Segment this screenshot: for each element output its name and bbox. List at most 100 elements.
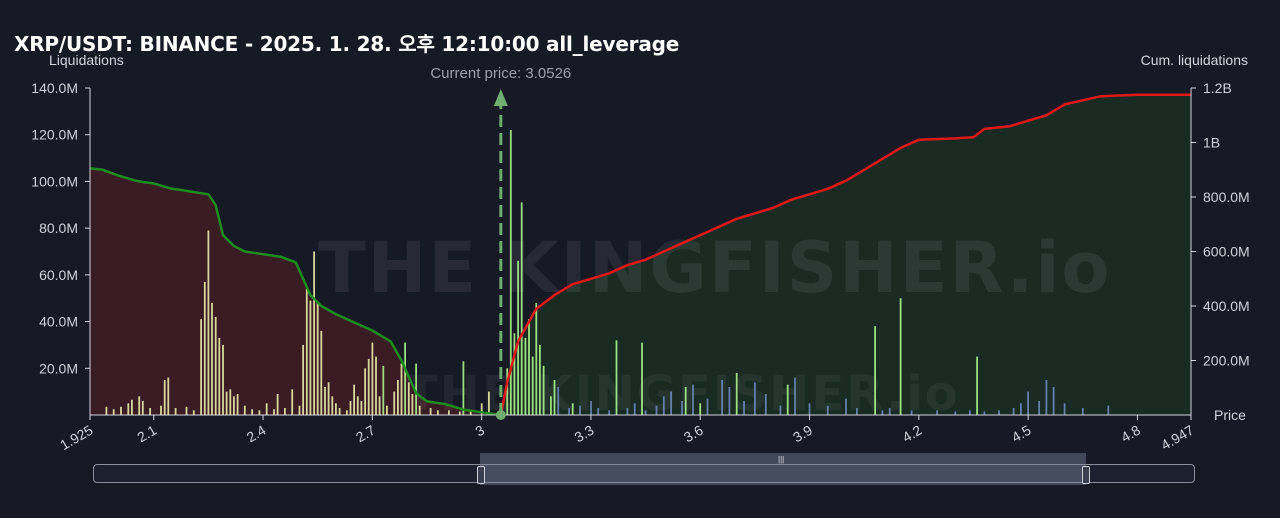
liquidation-bar: [524, 337, 527, 415]
liquidation-bar: [411, 394, 414, 415]
liquidation-bar: [218, 337, 221, 415]
liquidation-bar: [141, 401, 144, 415]
x-tick-label: 2.7: [353, 422, 378, 446]
x-tick-label: 3.9: [790, 422, 815, 446]
left-axis-title: Liquidations: [49, 52, 124, 68]
liquidation-bar: [557, 387, 560, 415]
liquidation-bar: [236, 394, 239, 415]
liquidation-bar: [571, 403, 574, 415]
left-tick-label: 20.0M: [39, 360, 78, 376]
navigator-left-handle[interactable]: [477, 466, 485, 484]
current-price-dot: [495, 410, 506, 420]
long-cum-line: [499, 93, 1191, 416]
left-tick-label: 120.0M: [31, 127, 78, 143]
liquidation-bar: [356, 396, 359, 415]
liquidation-bar: [936, 410, 938, 415]
liquidation-bar: [888, 408, 891, 415]
right-tick-label: 800.0M: [1203, 189, 1250, 205]
liquidation-bar: [207, 230, 210, 415]
liquidation-bar: [608, 410, 611, 415]
liquidation-bar: [506, 368, 509, 415]
liquidation-bar: [728, 387, 731, 415]
liquidation-bar: [509, 130, 512, 415]
liquidation-bar: [743, 401, 745, 415]
liquidation-bar: [684, 387, 687, 415]
right-tick-label: 1B: [1203, 135, 1220, 151]
navigator-grip-icon[interactable]: |||: [778, 455, 785, 464]
liquidation-bar: [200, 319, 202, 415]
right-tick-label: 600.0M: [1203, 244, 1250, 260]
liquidation-bar: [517, 260, 519, 415]
left-tick-label: 140.0M: [31, 80, 78, 96]
x-tick-label: 1.925: [57, 422, 96, 453]
liquidation-bar: [983, 411, 986, 415]
liquidation-bar: [998, 410, 1000, 415]
liquidation-bar: [597, 408, 600, 415]
current-price-arrow-icon: [493, 89, 508, 106]
liquidation-bar: [327, 382, 330, 415]
liquidation-bar: [633, 403, 636, 415]
liquidation-bar: [615, 340, 618, 415]
liquidation-bar: [469, 411, 472, 415]
liquidation-bar: [699, 403, 702, 415]
left-tick-label: 100.0M: [31, 173, 78, 189]
liquidation-bar: [397, 380, 399, 415]
x-tick-label: 4.8: [1118, 422, 1143, 446]
liquidation-bar: [335, 403, 337, 415]
liquidation-bar: [229, 389, 232, 415]
short-cum-area: [90, 168, 501, 415]
liquidation-bar: [163, 380, 166, 415]
liquidation-bar: [1027, 391, 1029, 415]
right-tick-label: 200.0M: [1203, 353, 1250, 369]
liquidation-bar: [626, 408, 629, 415]
liquidation-bar: [214, 316, 217, 415]
liquidation-bar: [353, 384, 355, 415]
liquidation-bar: [826, 405, 829, 415]
liquidation-bar: [276, 394, 279, 415]
liquidation-bar: [429, 408, 432, 415]
liquidation-bar: [105, 406, 108, 415]
current-price-label: Current price: 3.0526: [430, 65, 571, 82]
x-tick-label: 4.2: [899, 422, 924, 446]
liquidation-bar: [120, 406, 122, 415]
liquidation-bar: [735, 373, 738, 415]
liquidation-bar: [382, 365, 385, 415]
liquidation-bar: [808, 403, 811, 415]
liquidation-bar: [378, 396, 381, 415]
liquidation-bar: [1081, 408, 1084, 415]
liquidation-bar: [174, 408, 177, 415]
range-navigator-window[interactable]: [480, 453, 1086, 485]
liquidation-bar: [211, 302, 213, 415]
right-tick-label: 400.0M: [1203, 298, 1250, 314]
liquidation-bar: [954, 411, 957, 415]
liquidation-bar: [346, 410, 348, 415]
liquidation-bar: [149, 408, 151, 415]
liquidation-bar: [845, 398, 847, 415]
liquidation-bar: [721, 380, 723, 415]
liquidation-bar: [969, 410, 971, 415]
liquidation-bar: [360, 401, 363, 415]
liquidation-bar: [644, 410, 647, 415]
liquidation-bar: [400, 363, 403, 415]
chart-title: XRP/USDT: BINANCE - 2025. 1. 28. 오후 12:1…: [14, 32, 680, 56]
x-tick-label: 2.4: [244, 422, 269, 446]
liquidation-bar: [305, 288, 308, 415]
x-tick-label: 3.3: [572, 422, 597, 446]
liquidation-bar: [291, 389, 294, 415]
right-axis-title: Cum. liquidations: [1140, 52, 1248, 68]
liquidation-bar: [309, 300, 312, 415]
liquidation-bar: [138, 396, 141, 415]
short-cum-line: [89, 167, 501, 417]
x-axis-title: Price: [1214, 407, 1246, 423]
liquidation-bar: [233, 396, 235, 415]
left-tick-label: 80.0M: [39, 220, 78, 236]
navigator-right-handle[interactable]: [1082, 466, 1090, 484]
liquidation-bar: [313, 251, 315, 415]
liquidation-bar: [251, 409, 253, 415]
x-tick-label: 2.1: [134, 422, 159, 446]
watermark-text: THE KINGFISHER.io: [318, 227, 1111, 309]
range-navigator[interactable]: [93, 464, 1195, 483]
liquidation-bar: [692, 384, 694, 415]
liquidation-bar: [284, 408, 286, 415]
liquidation-bar: [393, 391, 396, 415]
